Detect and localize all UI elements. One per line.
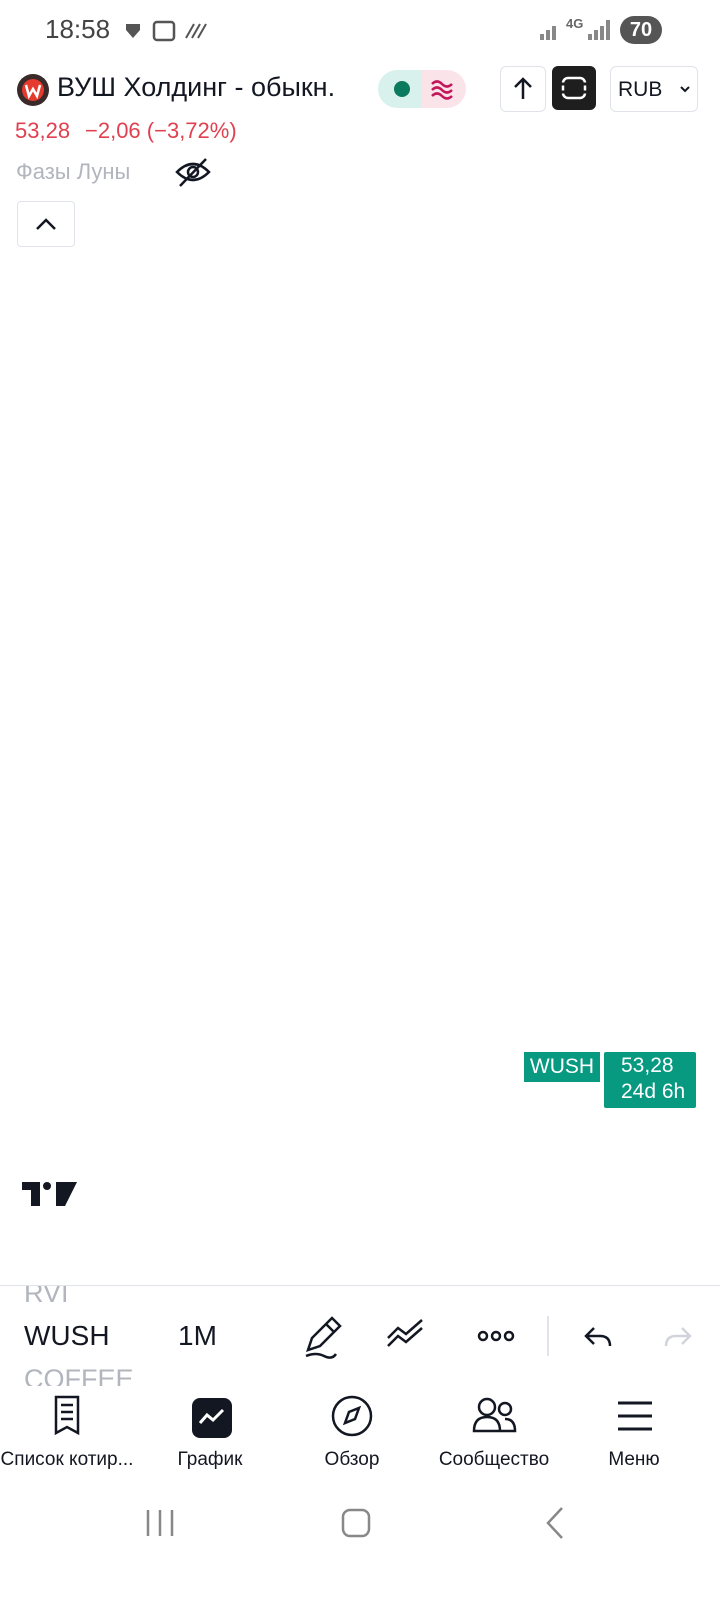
nav-watchlist[interactable]: Список котир... xyxy=(0,1449,134,1470)
fullscreen-icon xyxy=(560,76,588,100)
hide-icon[interactable] xyxy=(174,156,212,188)
nav-icons xyxy=(54,1395,652,1438)
last-price-label: 53,28 xyxy=(621,1054,674,1077)
network: 4G xyxy=(566,16,584,31)
signal-icons xyxy=(540,20,610,40)
nav-overview[interactable]: Обзор xyxy=(324,1449,380,1470)
status-time: 18:58 xyxy=(45,14,111,44)
symbol-title[interactable]: ВУШ Холдинг - обыкн. xyxy=(57,72,336,103)
price: 53,28 xyxy=(15,118,71,143)
price-change: −2,06 (−3,72%) xyxy=(85,118,237,143)
status-pill[interactable] xyxy=(378,70,466,108)
collapse-icon xyxy=(36,218,56,230)
indicator-name: Фазы Луны xyxy=(16,159,131,184)
chart xyxy=(22,1182,77,1206)
nav-menu[interactable]: Меню xyxy=(608,1449,660,1470)
currency: RUB xyxy=(618,78,663,101)
nav-community[interactable]: Сообщество xyxy=(438,1449,550,1470)
toolbar: RVI WUSH COFFEE 1M xyxy=(0,1285,720,1386)
currency-select[interactable]: RUB xyxy=(610,66,698,112)
status-icons xyxy=(126,20,207,42)
toolbar-icons[interactable] xyxy=(300,1312,720,1362)
battery: 70 xyxy=(620,16,662,44)
price-badge: 53,28 24d 6h xyxy=(604,1052,696,1108)
fullscreen-button[interactable] xyxy=(552,66,596,110)
collapse-button[interactable] xyxy=(17,201,75,247)
up-button[interactable] xyxy=(500,66,546,112)
list-item-below[interactable]: COFFEE xyxy=(24,1364,134,1386)
list-item-above[interactable]: RVI xyxy=(24,1285,69,1308)
chevron xyxy=(680,86,690,93)
up-icon xyxy=(514,77,532,99)
logo xyxy=(17,74,49,106)
countdown: 24d 6h xyxy=(621,1080,686,1103)
interval[interactable]: 1M xyxy=(178,1320,217,1351)
status-pill-icons xyxy=(394,80,453,100)
tv-logo xyxy=(22,1182,77,1206)
system-nav xyxy=(146,1507,563,1539)
nav-chart[interactable]: График xyxy=(177,1449,243,1470)
symbol-badge: WUSH xyxy=(524,1052,600,1082)
toolbar-symbol[interactable]: WUSH xyxy=(24,1320,110,1351)
